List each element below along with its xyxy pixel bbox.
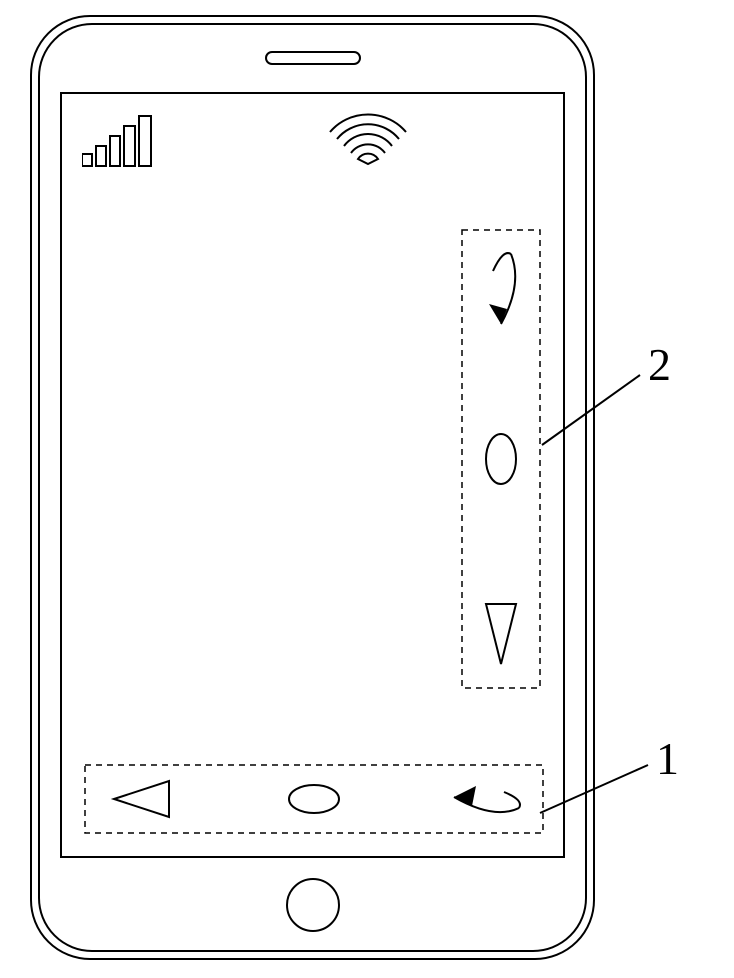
label-1: 1 [656,732,679,785]
leader-line-1 [0,0,734,978]
